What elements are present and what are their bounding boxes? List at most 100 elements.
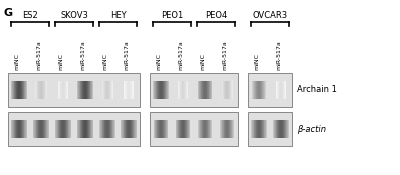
Bar [56, 120, 57, 138]
Bar [81, 120, 82, 138]
Bar [25, 120, 26, 138]
Bar [45, 120, 46, 138]
Bar [20, 120, 21, 138]
Bar [65, 120, 66, 138]
Bar [34, 120, 35, 138]
Bar [61, 120, 62, 138]
Bar [66, 120, 67, 138]
Bar [26, 120, 27, 138]
Bar [42, 120, 43, 138]
Bar [127, 120, 128, 138]
Bar [129, 120, 130, 138]
Bar [248, 112, 292, 146]
Text: miR-517a: miR-517a [276, 40, 281, 70]
Bar [124, 120, 125, 138]
Bar [135, 120, 136, 138]
Bar [136, 120, 137, 138]
Bar [63, 120, 64, 138]
Bar [22, 120, 23, 138]
Bar [87, 120, 88, 138]
Text: β-actin: β-actin [297, 124, 326, 134]
Text: PEO4: PEO4 [205, 11, 227, 20]
Bar [21, 120, 22, 138]
Bar [128, 120, 129, 138]
Bar [121, 120, 122, 138]
Text: HEY: HEY [110, 11, 126, 20]
Bar [69, 120, 70, 138]
Bar [64, 120, 65, 138]
Text: miNC: miNC [200, 53, 205, 70]
Bar [77, 120, 78, 138]
Bar [122, 120, 123, 138]
Text: miNC: miNC [14, 53, 19, 70]
Bar [33, 120, 34, 138]
Text: SKOV3: SKOV3 [60, 11, 88, 20]
Text: miR-517a: miR-517a [36, 40, 41, 70]
Bar [123, 120, 124, 138]
Bar [248, 73, 292, 107]
Bar [84, 120, 85, 138]
Bar [82, 120, 83, 138]
Bar [15, 120, 16, 138]
Bar [150, 73, 238, 107]
Bar [125, 120, 126, 138]
Text: ES2: ES2 [22, 11, 38, 20]
Bar [83, 120, 84, 138]
Bar [89, 120, 90, 138]
Bar [57, 120, 58, 138]
Bar [150, 112, 238, 146]
Bar [132, 120, 133, 138]
Text: miR-517a: miR-517a [222, 40, 227, 70]
Bar [130, 120, 131, 138]
Text: miR-517a: miR-517a [80, 40, 85, 70]
Bar [35, 120, 36, 138]
Bar [55, 120, 56, 138]
Bar [58, 120, 59, 138]
Bar [92, 120, 93, 138]
Bar [86, 120, 87, 138]
Bar [80, 120, 81, 138]
Text: G: G [4, 8, 13, 18]
Bar [48, 120, 49, 138]
Bar [46, 120, 47, 138]
Text: miR-517a: miR-517a [178, 40, 183, 70]
Bar [47, 120, 48, 138]
Bar [8, 73, 140, 107]
Bar [134, 120, 135, 138]
Bar [79, 120, 80, 138]
Bar [131, 120, 132, 138]
Bar [16, 120, 17, 138]
Text: OVCAR3: OVCAR3 [252, 11, 288, 20]
Text: miNC: miNC [58, 53, 63, 70]
Bar [43, 120, 44, 138]
Bar [17, 120, 18, 138]
Bar [68, 120, 69, 138]
Text: miR-517a: miR-517a [124, 40, 129, 70]
Bar [70, 120, 71, 138]
Text: miNC: miNC [102, 53, 107, 70]
Bar [24, 120, 25, 138]
Bar [88, 120, 89, 138]
Bar [14, 120, 15, 138]
Bar [133, 120, 134, 138]
Bar [78, 120, 79, 138]
Bar [67, 120, 68, 138]
Bar [85, 120, 86, 138]
Bar [60, 120, 61, 138]
Bar [19, 120, 20, 138]
Bar [18, 120, 19, 138]
Bar [37, 120, 38, 138]
Bar [62, 120, 63, 138]
Bar [11, 120, 12, 138]
Text: miNC: miNC [254, 53, 259, 70]
Bar [41, 120, 42, 138]
Bar [126, 120, 127, 138]
Text: PEO1: PEO1 [161, 11, 183, 20]
Bar [13, 120, 14, 138]
Bar [44, 120, 45, 138]
Text: miNC: miNC [156, 53, 161, 70]
Text: Archain 1: Archain 1 [297, 86, 337, 95]
Bar [23, 120, 24, 138]
Bar [90, 120, 91, 138]
Bar [39, 120, 40, 138]
